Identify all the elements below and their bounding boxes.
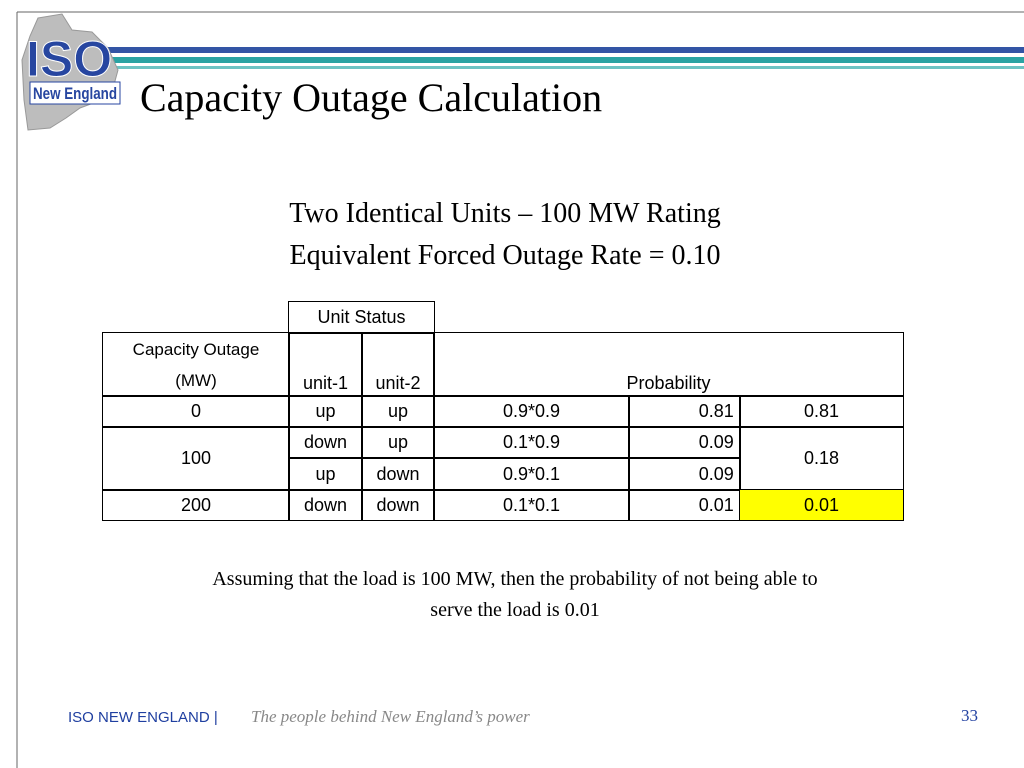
logo-sub: New England bbox=[33, 84, 117, 103]
capacity-cell: 0 bbox=[102, 395, 290, 428]
probability-cell: 0.81 bbox=[628, 395, 741, 428]
expression-cell: 0.1*0.9 bbox=[433, 426, 630, 459]
footer-tagline: The people behind New England’s power bbox=[251, 707, 530, 726]
probability-cell: 0.01 bbox=[628, 489, 741, 521]
footer-org: ISO NEW ENGLAND | bbox=[68, 709, 218, 726]
subtitle-line: Equivalent Forced Outage Rate = 0.10 bbox=[289, 240, 721, 271]
capacity-cell: 100 bbox=[102, 426, 290, 491]
logo-sub-box bbox=[29, 81, 121, 105]
status-cell: down bbox=[361, 457, 435, 491]
total-cell: 0.18 bbox=[739, 426, 904, 491]
group-header: Unit Status bbox=[288, 301, 435, 334]
note: Assuming that the load is 100 MW, then t… bbox=[212, 568, 818, 621]
header-cell: unit-2 bbox=[361, 332, 435, 397]
total-cell: 0.81 bbox=[739, 395, 904, 428]
header-cell: Capacity Outage (MW) bbox=[102, 332, 290, 397]
status-cell: up bbox=[288, 457, 363, 491]
stripe-teal-light bbox=[60, 66, 1024, 69]
probability-cell: 0.09 bbox=[628, 457, 741, 491]
logo-main: ISO bbox=[26, 31, 112, 87]
status-cell: up bbox=[361, 426, 435, 459]
slide-title: Capacity Outage Calculation bbox=[140, 75, 603, 120]
expression-cell: 0.9*0.1 bbox=[433, 457, 630, 491]
total-cell: 0.01 bbox=[739, 489, 904, 521]
status-cell: up bbox=[288, 395, 363, 428]
status-cell: down bbox=[288, 489, 363, 521]
expression-cell: 0.9*0.9 bbox=[433, 395, 630, 428]
stripe-teal bbox=[60, 57, 1024, 63]
stripe-blue bbox=[60, 47, 1024, 53]
status-cell: up bbox=[361, 395, 435, 428]
header-cell: Probability bbox=[433, 332, 904, 397]
capacity-cell: 200 bbox=[102, 489, 290, 521]
subtitle-line: Two Identical Units – 100 MW Rating bbox=[289, 198, 721, 229]
status-cell: down bbox=[361, 489, 435, 521]
probability-cell: 0.09 bbox=[628, 426, 741, 459]
page-number: 33 bbox=[961, 706, 978, 725]
header-cell: unit-1 bbox=[288, 332, 363, 397]
expression-cell: 0.1*0.1 bbox=[433, 489, 630, 521]
status-cell: down bbox=[288, 426, 363, 459]
